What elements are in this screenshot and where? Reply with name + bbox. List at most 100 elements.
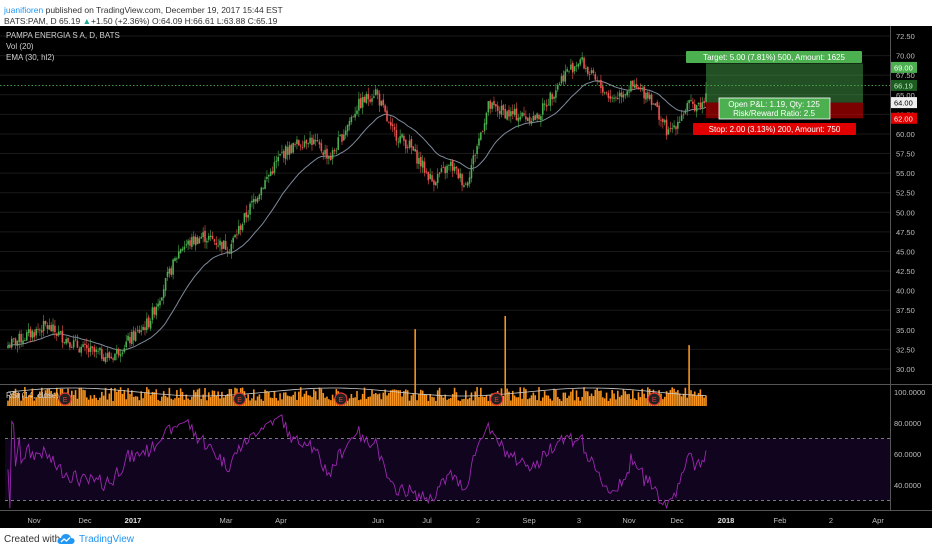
candle-body (215, 243, 218, 245)
candle-body (344, 130, 347, 136)
candle-body (570, 64, 572, 70)
candle-body (399, 136, 401, 143)
candle-body (63, 342, 66, 343)
chart-area[interactable]: E E E E E Target: 5.00 (7.81%) 500, Amount: 1… (0, 26, 932, 528)
candle-body (602, 86, 604, 93)
candle-body (596, 80, 598, 81)
candle (162, 284, 165, 305)
volume-bar (600, 390, 602, 406)
candle-body (194, 236, 197, 246)
volume-bar (35, 397, 37, 406)
candle (54, 320, 56, 339)
candle (232, 235, 234, 249)
volume-bar (328, 399, 330, 406)
candle-body (455, 166, 458, 169)
volume-bar (421, 390, 424, 406)
candle (515, 102, 518, 121)
candle-body (373, 96, 375, 98)
candle (249, 201, 251, 221)
volume-bar (176, 390, 178, 406)
volume-bar (200, 398, 203, 406)
candle-body (108, 352, 111, 359)
volume-bar (575, 390, 578, 406)
candle (406, 144, 409, 153)
candle (701, 96, 704, 114)
candle (324, 144, 326, 160)
low-label: L: (216, 16, 224, 26)
candle-body (528, 116, 531, 123)
volume-bar (414, 329, 416, 406)
candle-body (202, 232, 204, 238)
candle (179, 248, 182, 254)
candle-body (549, 92, 552, 106)
candle-body (397, 141, 400, 143)
candle-body (237, 225, 240, 234)
candle-body (258, 194, 261, 200)
price-chart-svg[interactable]: E E E E E Target: 5.00 (7.81%) 500, Amount: 1… (0, 26, 932, 528)
candle (82, 341, 84, 348)
volume-bar (125, 399, 128, 406)
volume-bar (386, 395, 388, 406)
candle-body (354, 113, 356, 118)
candle-body (386, 110, 388, 122)
candle-body (35, 328, 37, 336)
author-link[interactable]: juanifioren (4, 5, 44, 15)
candle-body (609, 96, 612, 99)
volume-bar (645, 398, 647, 406)
candle (384, 103, 386, 114)
candle (431, 170, 433, 183)
candle (215, 236, 218, 250)
candle (583, 56, 585, 70)
tradingview-brand[interactable]: TradingView (79, 534, 135, 545)
candle-body (632, 80, 634, 87)
volume-bar (395, 389, 398, 406)
candle-body (474, 154, 477, 156)
candle (637, 86, 640, 90)
candle-body (157, 303, 159, 307)
candle-body (243, 213, 246, 223)
candle (46, 322, 49, 334)
candle-body (25, 332, 28, 341)
candle-body (476, 146, 478, 154)
candle (132, 326, 135, 346)
volume-bar (541, 397, 544, 406)
candle-body (521, 112, 523, 117)
candle-body (382, 99, 385, 106)
candle (67, 337, 69, 344)
volume-bar (468, 397, 471, 406)
candle-body (510, 111, 512, 117)
volume-bar (618, 396, 621, 406)
volume-bar (406, 390, 409, 406)
volume-bar (457, 400, 460, 406)
candle (101, 345, 103, 362)
volume-bar (217, 391, 219, 406)
candle (416, 144, 418, 169)
candle-body (343, 134, 345, 141)
price-tick-label: 65.00 (896, 91, 915, 100)
candle (296, 135, 298, 150)
candle (70, 344, 73, 349)
volume-bar (693, 391, 696, 406)
candle (84, 340, 86, 352)
candle (31, 329, 34, 342)
candle-body (585, 68, 587, 69)
volume-bar (429, 393, 431, 406)
candle (556, 82, 559, 93)
candle-body (12, 338, 15, 340)
price-tick-label: 40.00 (896, 287, 915, 296)
volume-bar (476, 387, 478, 406)
candle (72, 335, 75, 350)
volume-bar (391, 389, 394, 406)
volume-bar (16, 392, 19, 406)
candle (435, 180, 437, 186)
candle (125, 334, 128, 350)
candle-body (331, 150, 334, 159)
candle-body (498, 111, 501, 114)
candle-body (76, 340, 79, 348)
candle (498, 106, 501, 120)
close-label: C: (247, 16, 257, 26)
candle-body (583, 57, 585, 69)
candle (517, 113, 520, 128)
candle (237, 219, 240, 236)
candle (480, 131, 482, 142)
